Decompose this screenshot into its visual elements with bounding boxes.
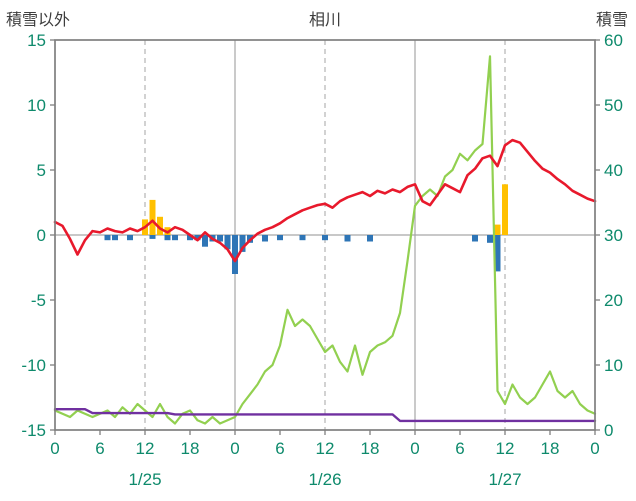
right-tick-label: 20 <box>604 291 623 310</box>
blue-bars-bar <box>127 235 133 241</box>
blue-bars-bar <box>239 235 246 252</box>
blue-bars-bar <box>472 235 478 242</box>
orange-bars-bar <box>149 199 156 235</box>
blue-bars-bar <box>494 235 501 272</box>
snow-depth-line <box>53 55 597 425</box>
blue-bars-bar <box>104 235 111 241</box>
blue-bars-bar <box>487 235 493 243</box>
hour-tick-label: 0 <box>50 439 59 458</box>
blue-bars-bar <box>164 235 171 241</box>
right-axis-title: 積雪 <box>595 12 628 29</box>
left-tick-label: 0 <box>37 226 46 245</box>
hour-tick-label: 6 <box>95 439 104 458</box>
hour-tick-label: 12 <box>496 439 515 458</box>
right-tick-label: 40 <box>604 161 623 180</box>
hour-tick-label: 18 <box>181 439 200 458</box>
blue-bars-bar <box>232 235 238 274</box>
hour-tick-label: 12 <box>316 439 335 458</box>
date-label: 1/25 <box>128 470 161 489</box>
hour-tick-label: 0 <box>230 439 239 458</box>
blue-bars-bar <box>277 235 283 241</box>
chart-title: 相川 <box>308 12 341 29</box>
blue-bars-bar <box>367 235 373 242</box>
orange-bars-bar <box>494 224 501 235</box>
left-tick-label: 10 <box>27 96 46 115</box>
purple-line <box>53 408 597 423</box>
blue-bars-bar <box>224 235 231 250</box>
orange-bars-bar <box>502 184 508 235</box>
left-axis-title: 積雪以外 <box>6 12 71 29</box>
hour-tick-label: 12 <box>136 439 155 458</box>
hour-tick-label: 18 <box>361 439 380 458</box>
blue-bars-bar <box>202 235 208 247</box>
left-tick-label: -15 <box>21 421 46 440</box>
right-tick-label: 60 <box>604 31 623 50</box>
left-tick-label: 5 <box>37 161 46 180</box>
blue-bars-bar <box>172 235 178 241</box>
right-tick-label: 30 <box>604 226 623 245</box>
blue-bars-bar <box>194 235 201 241</box>
blue-bars-bar <box>187 235 193 241</box>
left-tick-label: -5 <box>31 291 46 310</box>
date-label: 1/27 <box>488 470 521 489</box>
blue-bars-bar <box>344 235 351 242</box>
hour-tick-label: 6 <box>455 439 464 458</box>
blue-bars-bar <box>299 235 306 241</box>
right-tick-label: 50 <box>604 96 623 115</box>
orange-bars-bar <box>157 216 163 235</box>
date-label: 1/26 <box>308 470 341 489</box>
blue-bars-bar <box>262 235 268 242</box>
right-tick-label: 10 <box>604 356 623 375</box>
right-tick-label: 0 <box>604 421 613 440</box>
blue-bars-bar <box>217 235 223 242</box>
blue-bars-bar <box>149 235 156 239</box>
hour-tick-label: 0 <box>590 439 599 458</box>
hour-tick-label: 18 <box>541 439 560 458</box>
hour-tick-label: 6 <box>275 439 284 458</box>
temperature-line <box>53 138 597 263</box>
left-tick-label: -10 <box>21 356 46 375</box>
hour-tick-label: 0 <box>410 439 419 458</box>
blue-bars-bar <box>112 235 118 241</box>
blue-bars-bar <box>322 235 328 241</box>
left-tick-label: 15 <box>27 31 46 50</box>
